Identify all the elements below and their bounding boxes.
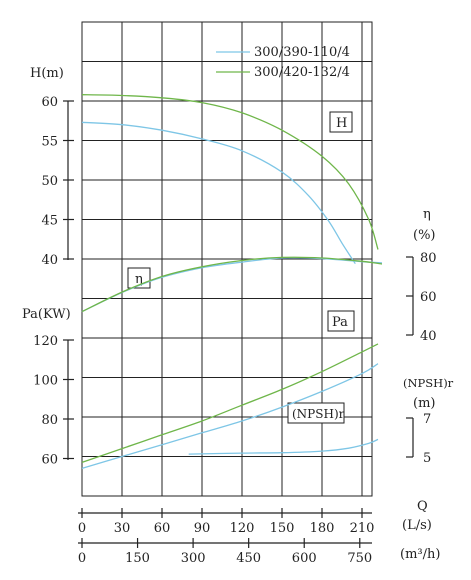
curve-tag-power-text: Pa xyxy=(332,315,348,330)
flow-ls-tick-label: 180 xyxy=(310,521,335,536)
flow-ls-tick-label: 0 xyxy=(78,521,86,536)
flow-quantity-label: Q xyxy=(417,499,428,514)
efficiency-tick-label: 40 xyxy=(420,329,437,344)
efficiency-axis-symbol: η xyxy=(423,207,431,222)
flow-ls-axis-title: (L/s) xyxy=(402,518,432,533)
npsh-axis-unit: (m) xyxy=(413,396,435,411)
curve-tag-head-box xyxy=(329,111,353,133)
flow-m3h-tick-label: 450 xyxy=(236,551,261,566)
flow-ls-tick-label: 150 xyxy=(270,521,295,536)
curve-tag-power: Pa xyxy=(327,310,355,332)
head-tick-label: 45 xyxy=(41,214,58,229)
curve-tag-power-box xyxy=(327,310,355,332)
legend-label-series-a: 300/390-110/4 xyxy=(254,45,350,60)
head-tick-label: 50 xyxy=(41,174,58,189)
legend: 300/390-110/4 300/420-132/4 xyxy=(216,45,350,80)
curve-tag-npsh-text: (NPSH)r xyxy=(292,407,345,421)
legend-label-series-b: 300/420-132/4 xyxy=(254,65,350,80)
flow-m3h-tick-label: 150 xyxy=(125,551,150,566)
power-axis-title: Pa(KW) xyxy=(22,307,71,322)
head-tick-label: 55 xyxy=(41,135,58,150)
efficiency-curve-series-a xyxy=(81,257,383,313)
flow-m3h-tick-label: 600 xyxy=(292,551,317,566)
flow-ls-tick-label: 120 xyxy=(230,521,255,536)
efficiency-tick-label: 80 xyxy=(420,251,437,266)
head-tick-label: 40 xyxy=(41,253,58,268)
chart-curves xyxy=(81,94,383,470)
power-tick-label: 120 xyxy=(33,334,58,349)
curve-tag-efficiency-text: η xyxy=(135,272,143,287)
chart-grid xyxy=(81,21,373,497)
efficiency-axis-unit: (%) xyxy=(413,228,436,243)
power-curve-series-a xyxy=(81,363,379,470)
curve-tag-head-text: H xyxy=(336,116,347,131)
curve-tag-npsh: (NPSH)r xyxy=(287,402,345,424)
head-tick-label: 60 xyxy=(41,95,58,110)
flow-ls-tick-label: 210 xyxy=(350,521,375,536)
flow-m3h-axis-title: (m³/h) xyxy=(400,547,440,562)
npsh-curve-series-a xyxy=(188,438,379,455)
curve-tag-npsh-box xyxy=(287,402,345,424)
flow-m3h-tick-label: 300 xyxy=(181,551,206,566)
flow-m3h-tick-label: 0 xyxy=(78,551,86,566)
curve-tag-head: H xyxy=(329,111,353,133)
flow-m3h-tick-label: 750 xyxy=(347,551,372,566)
power-tick-label: 60 xyxy=(41,453,58,468)
npsh-tick-label: 7 xyxy=(423,412,431,427)
efficiency-tick-label: 60 xyxy=(420,290,437,305)
head-curve-series-b xyxy=(81,94,379,250)
head-axis-title: H(m) xyxy=(30,66,64,81)
flow-ls-tick-label: 90 xyxy=(194,521,211,536)
power-tick-label: 100 xyxy=(33,374,58,389)
efficiency-curve-series-b xyxy=(81,256,383,313)
flow-ls-tick-label: 60 xyxy=(154,521,171,536)
power-curve-series-b xyxy=(81,343,379,464)
npsh-tick-label: 5 xyxy=(423,451,431,466)
flow-ls-tick-label: 30 xyxy=(114,521,131,536)
power-tick-label: 80 xyxy=(41,413,58,428)
head-curve-series-a xyxy=(81,121,356,265)
npsh-axis-title: (NPSH)r xyxy=(403,376,454,390)
